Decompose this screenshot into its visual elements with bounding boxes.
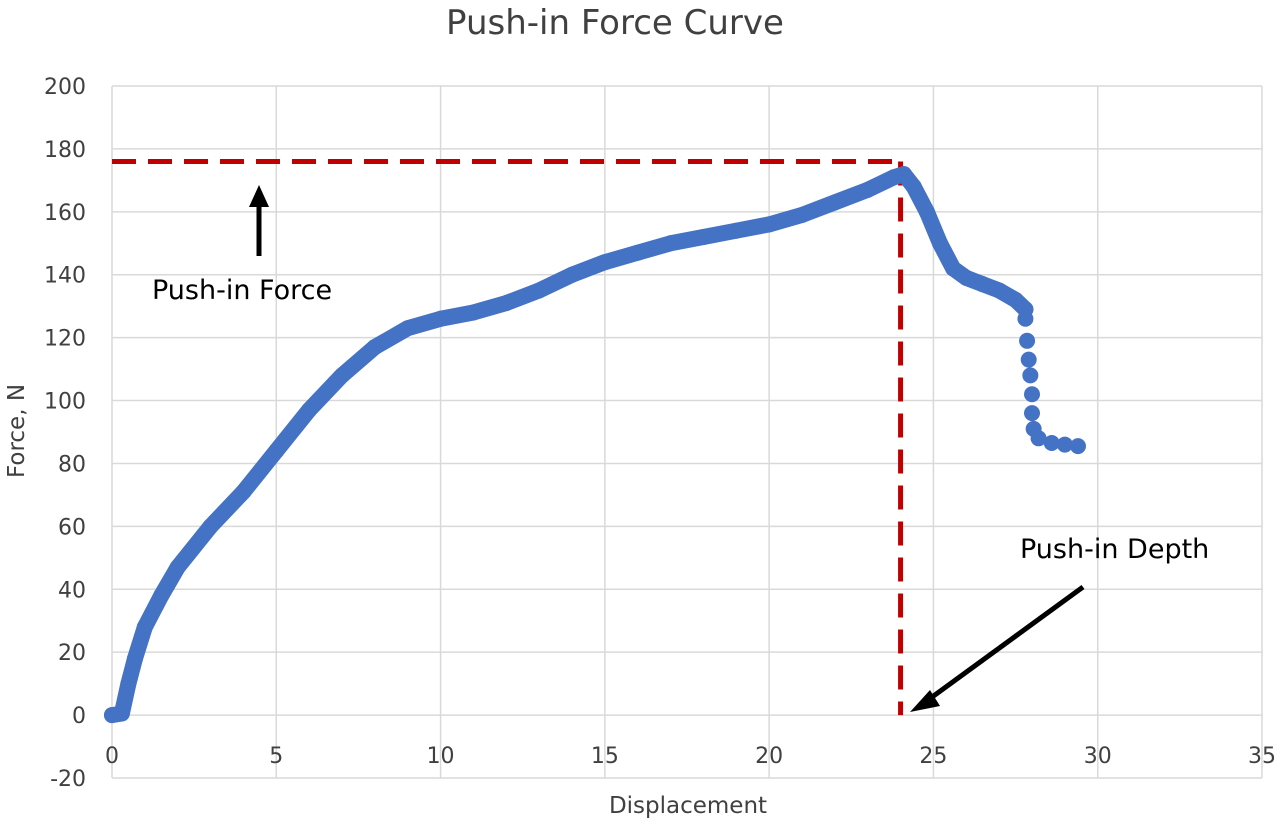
push-in-force-annotation: Push-in Force — [152, 275, 332, 306]
data-point — [918, 203, 935, 220]
x-tick-label: 35 — [1248, 744, 1276, 769]
data-point — [127, 650, 143, 667]
y-tick-labels: -20 0 20 40 60 80 100 120 140 160 180 200 — [44, 75, 86, 792]
data-point — [334, 367, 350, 384]
data-point — [974, 276, 991, 293]
data-point — [202, 518, 219, 535]
y-tick-label: 0 — [72, 704, 86, 729]
chart-title: Push-in Force Curve — [446, 3, 784, 43]
data-point — [958, 269, 975, 286]
data-point — [761, 216, 778, 233]
data-point — [1043, 435, 1060, 452]
y-tick-label: 140 — [44, 264, 86, 289]
x-tick-label: 10 — [427, 744, 455, 769]
data-point — [1022, 367, 1039, 384]
data-point — [268, 442, 285, 459]
y-tick-label: 100 — [44, 390, 86, 415]
y-tick-label: 60 — [58, 515, 86, 540]
data-point — [564, 266, 580, 283]
x-tick-label: 5 — [269, 744, 283, 769]
y-tick-label: 40 — [58, 578, 86, 603]
data-point — [1017, 310, 1034, 327]
data-point — [629, 244, 646, 261]
y-tick-label: 20 — [58, 641, 86, 666]
data-point — [498, 295, 515, 312]
data-point — [120, 675, 137, 692]
data-point — [932, 235, 948, 252]
data-point — [859, 181, 876, 198]
y-tick-label: 120 — [44, 327, 86, 352]
x-tick-label: 30 — [1084, 744, 1112, 769]
data-point — [1020, 351, 1037, 368]
y-axis-label: Force, N — [4, 384, 30, 478]
x-tick-label: 15 — [591, 744, 619, 769]
y-tick-label: 180 — [44, 138, 86, 163]
reference-lines — [112, 158, 904, 716]
y-tick-label: 80 — [58, 452, 86, 477]
data-point — [1024, 386, 1040, 403]
data-curve — [104, 166, 1034, 724]
data-point — [728, 222, 745, 239]
y-tick-label: 160 — [44, 201, 86, 226]
push-in-force-arrow — [249, 185, 269, 256]
data-point — [1056, 436, 1073, 453]
data-point — [432, 310, 449, 327]
data-point — [113, 705, 130, 722]
push-in-depth-annotation: Push-in Depth — [1020, 534, 1209, 565]
x-tick-labels: 0 5 10 15 20 25 30 35 — [105, 744, 1276, 769]
data-point — [399, 320, 416, 337]
y-tick-label: -20 — [50, 767, 86, 792]
x-axis-label: Displacement — [609, 793, 767, 819]
data-point — [945, 260, 962, 277]
data-point — [826, 194, 843, 211]
data-point — [1030, 430, 1047, 447]
data-point — [465, 304, 482, 321]
data-point — [235, 483, 252, 500]
gridlines — [111, 85, 1263, 779]
data-point — [531, 282, 548, 299]
data-point — [153, 587, 170, 604]
data-point — [301, 401, 318, 418]
annotations: Push-in Force Push-in Depth — [152, 185, 1209, 712]
x-tick-label: 0 — [105, 744, 119, 769]
data-point — [1070, 438, 1086, 455]
x-tick-label: 20 — [755, 744, 783, 769]
data-point — [905, 178, 922, 195]
data-point — [1019, 332, 1036, 349]
data-point — [596, 254, 613, 271]
y-tick-label: 200 — [44, 75, 86, 100]
data-points — [104, 166, 1086, 724]
data-point — [1024, 405, 1040, 422]
data-point — [366, 339, 383, 356]
data-point — [895, 166, 912, 183]
data-point — [695, 228, 712, 245]
push-in-depth-arrow — [910, 584, 1085, 712]
data-point — [662, 235, 679, 252]
data-point — [794, 206, 810, 223]
data-point — [136, 619, 153, 636]
data-point — [991, 282, 1008, 299]
data-point — [169, 559, 186, 576]
x-tick-label: 25 — [919, 744, 947, 769]
